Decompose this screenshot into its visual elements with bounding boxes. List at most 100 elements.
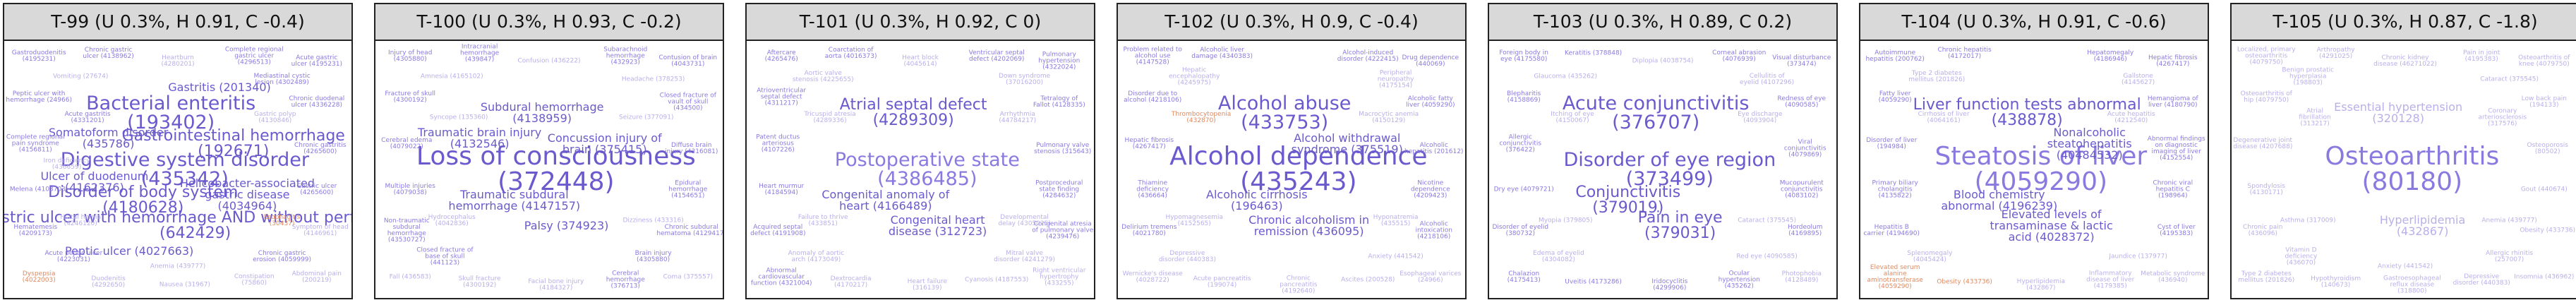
cloud-term: Acquired septal defect (4191908) — [750, 224, 806, 238]
cloud-term: Myopia (379805) — [1538, 217, 1593, 225]
cloud-term: Facial bone injury (4184327) — [528, 277, 584, 292]
cloud-term: Subdural hemorrhage (4138959) — [480, 100, 604, 125]
cloud-term: Edema of eyelid (4304082) — [1533, 249, 1584, 263]
cloud-term: Loss of consciousness (372448) — [416, 142, 696, 196]
cloud-term: Hepatic encephalopathy (4245975) — [1169, 66, 1220, 87]
cloud-term: Essential hypertension (320128) — [2334, 100, 2463, 125]
wordcloud-panel: T-102 (U 0.3%, H 0.9, C -0.4) Alcohol dep… — [1117, 3, 1467, 299]
cloud-term: Conjunctivitis (379019) — [1575, 183, 1681, 217]
cloud-term: Thiamine deficiency (436664) — [1136, 179, 1169, 200]
cloud-term: Heart block (4045614) — [902, 54, 939, 68]
cloud-term: Gastric ulcer with hemorrhage AND withou… — [4, 209, 351, 243]
wordcloud-panel: T-104 (U 0.3%, H 0.91, C -0.6) Steatosis … — [1859, 3, 2209, 299]
cloud-term: Helicobacter-associated gastric disease (4… — [179, 177, 315, 213]
cloud-term: Acute pancreatitis (199074) — [1193, 275, 1251, 289]
cloud-term: Iridocyclitis (4299906) — [1651, 277, 1688, 292]
cloud-term: Melena (4103703) — [9, 186, 68, 193]
cloud-term: Cataract (375545) — [1738, 217, 1796, 225]
cloud-term: Anomaly of aortic arch (4173049) — [788, 249, 845, 263]
cloud-term: Concussion injury of brain (375415) — [547, 131, 662, 156]
cloud-term: Peptic ulcer with hemorrhage (24966) — [6, 90, 72, 104]
word-cloud: Loss of consciousness (372448) Subdural he… — [375, 41, 723, 298]
cloud-term: Nonalcoholic steatohepatitis (40484532) — [2047, 125, 2132, 162]
cloud-term: Syncope (135360) — [429, 114, 488, 121]
cloud-term: Hemangioma of liver (4180790) — [2147, 95, 2198, 109]
cloud-term: Uveitis (4173286) — [1565, 278, 1622, 286]
panel-title: T-103 (U 0.3%, H 0.89, C 0.2) — [1489, 4, 1836, 41]
cloud-term: Constipation (75860) — [234, 273, 275, 287]
cloud-term: Osteoarthritis (80180) — [2325, 142, 2500, 196]
cloud-term: Hypothyroidism (140673) — [2311, 275, 2361, 289]
cloud-term: Disorder of eyelid (380732) — [1492, 224, 1549, 238]
wordcloud-panel: T-99 (U 0.3%, H 0.91, C -0.4) Digestive s… — [3, 3, 353, 299]
cloud-term: Aftercare (4265476) — [764, 49, 798, 63]
cloud-term: Tetralogy of Fallot (4128335) — [1033, 95, 1085, 109]
cloud-term: Chronic gastritis (4265600) — [294, 141, 347, 155]
cloud-term: Alcohol dependence (435243) — [1169, 142, 1428, 196]
cloud-term: Delirium tremens (4021780) — [1121, 224, 1177, 238]
cloud-term: Type 2 diabetes mellitus (201826) — [1908, 69, 1966, 83]
cloud-term: Esophageal varices (24966) — [1400, 270, 1462, 284]
cloud-term: Degenerative joint disease (4207688) — [2233, 136, 2293, 150]
cloud-term: Fall (436583) — [389, 273, 431, 281]
cloud-term: Alcoholic hepatitis (201612) — [1404, 141, 1464, 155]
cloud-term: Cyanosis (4187553) — [965, 276, 1029, 284]
cloud-term: Chalazion (4175413) — [1507, 270, 1541, 284]
cloud-term: Blepharitis (4158869) — [1507, 90, 1541, 104]
cloud-term: Amnesia (4165102) — [420, 73, 483, 80]
cloud-term: Jaundice (137977) — [2109, 253, 2167, 261]
cloud-term: Inflammatory disease of liver (4179385) — [2086, 270, 2135, 290]
word-cloud: Postoperative state (4386485) Atrial septa… — [747, 41, 1094, 298]
cloud-term: Dizziness (433316) — [622, 217, 684, 225]
cloud-term: Hordeolum (4169895) — [1787, 224, 1823, 238]
cloud-term: Congenital heart disease (312723) — [888, 213, 987, 239]
cloud-term: Atrioventricular septal defect (4311217) — [757, 87, 807, 107]
cloud-term: Acute peptic ulcer (4223031) — [44, 249, 103, 263]
cloud-term: Insomnia (436962) — [2514, 273, 2575, 281]
cloud-term: Macrocytic anemia (4150129) — [1359, 111, 1419, 125]
cloud-term: Dextrocardia (4170217) — [830, 275, 872, 289]
cloud-term: Acute gastritis (4331201) — [64, 111, 111, 125]
cloud-term: Blood chemistry abnormal (4196239) — [1941, 187, 2058, 213]
cloud-term: Peptic ulcer (4027663) — [64, 244, 194, 258]
panel-title: T-105 (U 0.3%, H 0.87, C -1.8) — [2232, 4, 2576, 41]
cloud-term: Heart failure (316139) — [907, 277, 947, 292]
cloud-term: Localized, primary osteoarthritis (4079750… — [2237, 46, 2296, 66]
cloud-term: Vomiting (27674) — [53, 73, 109, 80]
cloud-term: Failure to thrive (433851) — [798, 213, 848, 227]
cloud-term: Ventricular septal defect (4202069) — [968, 49, 1025, 63]
cloud-term: Complete regional gastric ulcer (4296513) — [224, 46, 284, 66]
cloud-term: Gastric polyp (4130846) — [254, 111, 296, 125]
cloud-term: Disorder of liver (194984) — [1866, 136, 1918, 150]
cloud-term: Acute gastric ulcer (4195231) — [291, 54, 342, 68]
word-cloud: Digestive system disorder (435342) Bacteri… — [4, 41, 351, 298]
cloud-term: Anemia (439777) — [2481, 217, 2537, 225]
panel-title: T-100 (U 0.3%, H 0.93, C -0.2) — [375, 4, 723, 41]
cloud-term: Atrial septal defect (4289309) — [839, 95, 987, 129]
cloud-term: Gallstone (4145627) — [2121, 72, 2155, 86]
cloud-term: Chronic gastric erosion (4059999) — [253, 249, 312, 263]
cloud-term: Chronic subdural hematoma (4129417) — [656, 224, 723, 238]
cloud-term: Fatty liver (4059290) — [1878, 90, 1912, 104]
cloud-term: Down syndrome (37016200) — [999, 72, 1051, 86]
cloud-term: Right ventricular hypertrophy (433255) — [1033, 267, 1086, 287]
cloud-term: Thrombocytopenia (432870) — [1171, 111, 1232, 125]
cloud-term: Depressive disorder (440383) — [2452, 273, 2510, 287]
cloud-term: Gastrointestinal hemorrhage (192671) — [121, 126, 345, 160]
cloud-term: Alcoholic liver damage (4340383) — [1191, 47, 1253, 61]
cloud-term: Hyperlipidemia (432867) — [2016, 277, 2065, 292]
cloud-term: Depressive disorder (440383) — [1158, 249, 1216, 263]
cloud-term: Nicotine dependence (4209423) — [1410, 179, 1450, 200]
cloud-term: Itching of eye (4150067) — [1551, 111, 1594, 125]
cloud-term: Hydrocephalus (4042836) — [428, 213, 476, 227]
cloud-term: Osteoarthritis of knee (4079750) — [2518, 54, 2570, 68]
cloud-term: Hematemesis (4209173) — [13, 224, 58, 238]
cloud-term: Pain in joint (4195383) — [2463, 49, 2500, 63]
cloud-term: Alcohol-induced disorder (4222415) — [1337, 49, 1399, 63]
panel-title: T-104 (U 0.3%, H 0.91, C -0.6) — [1860, 4, 2208, 41]
cloud-term: Benign prostatic hyperplasia (198803) — [2282, 66, 2335, 87]
cloud-term: Coma (375557) — [663, 273, 713, 281]
cloud-term: Chronic duodenal ulcer (4336228) — [289, 95, 345, 109]
